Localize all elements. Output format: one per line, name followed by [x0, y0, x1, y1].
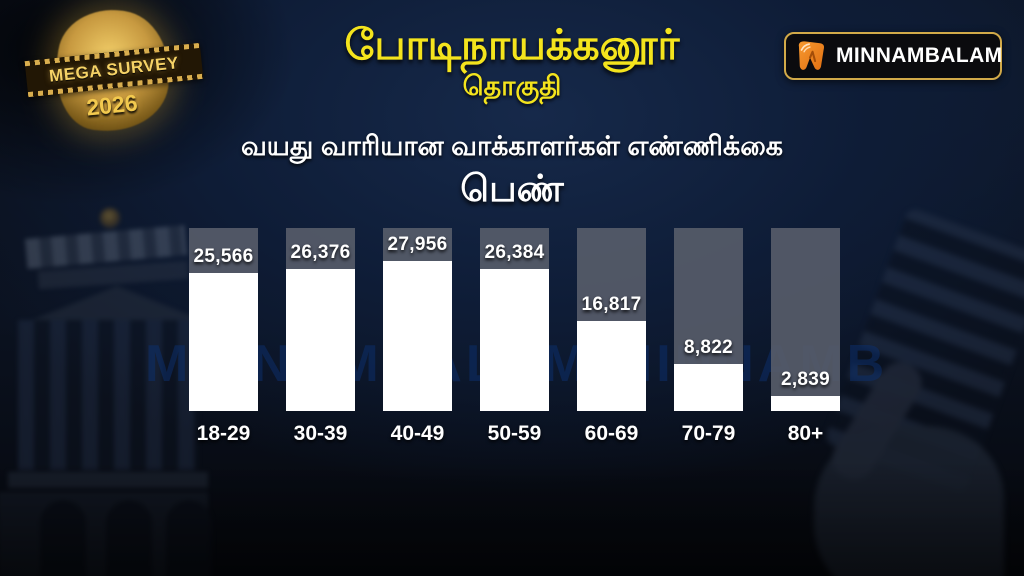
building-railing [8, 472, 208, 488]
constituency-title: போடிநாயக்கனூர் [344, 21, 680, 68]
bar-category-label: 70-79 [681, 422, 736, 445]
bar-fill [383, 260, 452, 411]
bar-fill [480, 269, 549, 411]
bar-group-60-69: 16,817 60-69 [577, 228, 646, 446]
bar-category-label: 30-39 [293, 422, 348, 445]
bar-fill [674, 363, 743, 411]
bar-value-label: 25,566 [193, 246, 254, 268]
gender-label: பெண் [460, 168, 564, 209]
bar-track: 16,817 [577, 228, 646, 411]
bar-group-80+: 2,839 80+ [771, 228, 840, 446]
bar-fill [189, 273, 258, 411]
building-arch [166, 500, 212, 576]
bar-track: 26,376 [286, 228, 355, 411]
minnambalam-m-icon [793, 39, 827, 73]
bar-track: 2,839 [771, 228, 840, 411]
constituency-subtitle: தொகுதி [462, 71, 562, 101]
bar-value-label: 2,839 [780, 368, 831, 390]
bar-fill [286, 269, 355, 411]
bar-fill [577, 320, 646, 411]
bar-group-50-59: 26,384 50-59 [480, 228, 549, 446]
bar-fill [771, 395, 840, 411]
bar-category-label: 40-49 [390, 422, 445, 445]
bar-chart: 25,566 18-29 26,376 30-39 27,956 40-49 26,384 5… [189, 228, 840, 446]
bar-track: 8,822 [674, 228, 743, 411]
bar-category-label: 60-69 [584, 422, 639, 445]
bar-track: 25,566 [189, 228, 258, 411]
bar-group-70-79: 8,822 70-79 [674, 228, 743, 446]
bar-value-label: 26,384 [484, 242, 545, 263]
chart-heading: வயது வாரியான வாக்காளர்கள் எண்ணிக்கை [240, 131, 784, 161]
title-block: போடிநாயக்கனூர் தொகுதி [150, 20, 874, 102]
bar-value-label: 27,956 [387, 233, 448, 255]
building-arch [40, 500, 86, 576]
building-arch [106, 500, 152, 576]
bar-group-18-29: 25,566 18-29 [189, 228, 258, 446]
bar-category-label: 18-29 [196, 422, 251, 445]
bar-group-40-49: 27,956 40-49 [383, 228, 452, 446]
bar-group-30-39: 26,376 30-39 [286, 228, 355, 446]
bar-track: 27,956 [383, 228, 452, 411]
bar-value-label: 16,817 [581, 293, 642, 315]
bar-category-label: 50-59 [487, 422, 542, 445]
bar-category-label: 80+ [787, 422, 824, 445]
bar-value-label: 8,822 [683, 336, 734, 358]
background-voting-image [808, 206, 1024, 576]
minnambalam-wordmark: MINNAMBALAM [836, 44, 1003, 67]
building-pediment [32, 286, 202, 320]
minnambalam-logo: MINNAMBALAM [784, 32, 1002, 80]
bar-track: 26,384 [480, 228, 549, 411]
bar-value-label: 26,376 [290, 242, 351, 264]
